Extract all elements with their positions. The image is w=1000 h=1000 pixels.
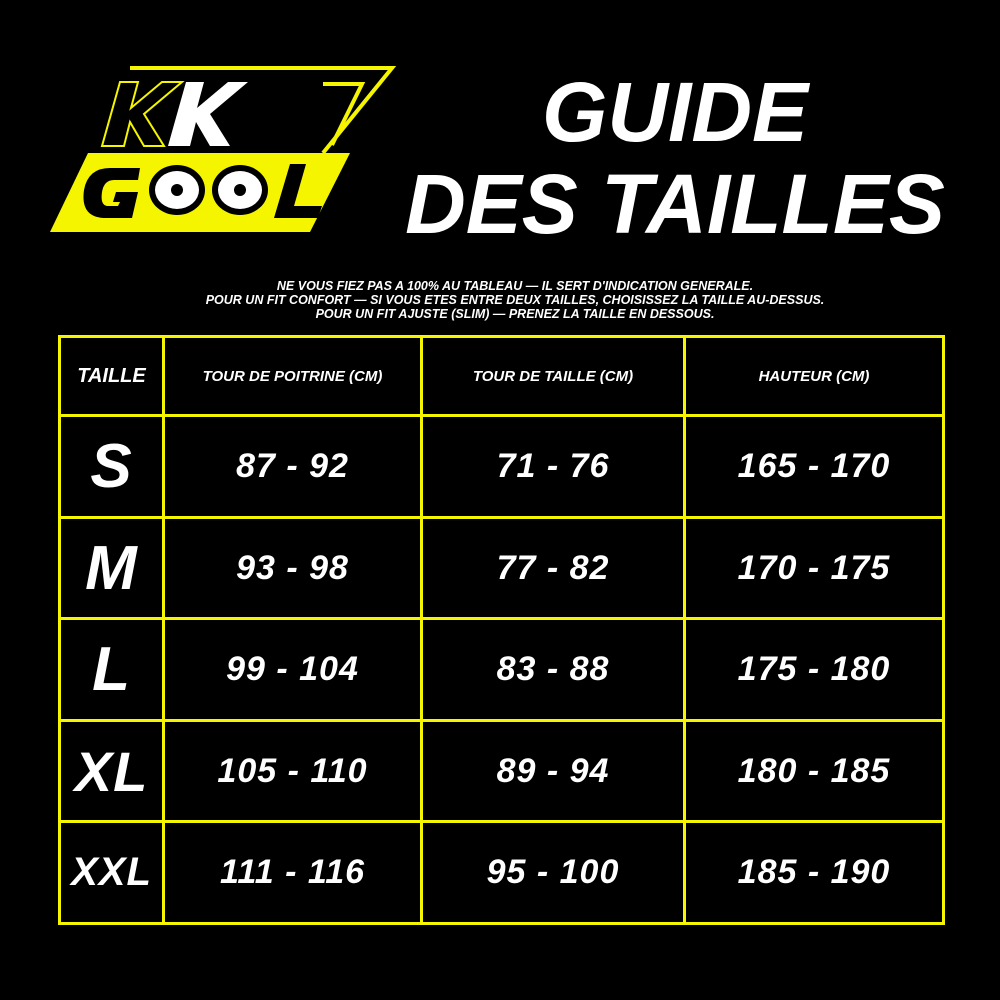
chest-cell: 111 - 116 (162, 820, 423, 925)
page-title: GUIDE DES TAILLES (380, 66, 970, 250)
height-cell: 170 - 175 (683, 515, 945, 621)
header-height: HAUTEUR (CM) (683, 334, 945, 418)
size-cell: S (58, 414, 165, 519)
kkgool-logo (50, 66, 397, 232)
table-row: XXL 111 - 116 95 - 100 185 - 190 (58, 820, 945, 925)
title-line-1: GUIDE (541, 65, 809, 159)
header-waist: TOUR DE TAILLE (CM) (420, 334, 686, 418)
note-line: POUR UN FIT AJUSTE (SLIM) — PRENEZ LA TA… (315, 307, 715, 321)
waist-cell: 71 - 76 (420, 414, 686, 519)
chest-cell: 93 - 98 (162, 515, 423, 621)
title-line-2: DES TAILLES (405, 157, 945, 251)
table-row: L 99 - 104 83 - 88 175 - 180 (58, 617, 945, 722)
table-row: XL 105 - 110 89 - 94 180 - 185 (58, 718, 945, 824)
size-cell: XL (58, 718, 165, 824)
height-cell: 180 - 185 (683, 718, 945, 824)
size-table: TAILLE TOUR DE POITRINE (CM) TOUR DE TAI… (58, 334, 945, 925)
header-size: TAILLE (58, 334, 165, 418)
height-cell: 185 - 190 (683, 820, 945, 925)
chest-cell: 105 - 110 (162, 718, 423, 824)
disclaimer: NE VOUS FIEZ PAS A 100% AU TABLEAU — IL … (100, 279, 930, 321)
note-line: POUR UN FIT CONFORT — SI VOUS ETES ENTRE… (205, 293, 825, 307)
chest-cell: 87 - 92 (162, 414, 423, 519)
size-cell: L (58, 617, 165, 722)
note-line: NE VOUS FIEZ PAS A 100% AU TABLEAU — IL … (276, 279, 754, 293)
waist-cell: 95 - 100 (420, 820, 686, 925)
size-cell: M (58, 515, 165, 621)
size-cell: XXL (58, 820, 165, 925)
height-cell: 165 - 170 (683, 414, 945, 519)
header-chest: TOUR DE POITRINE (CM) (162, 334, 423, 418)
height-cell: 175 - 180 (683, 617, 945, 722)
waist-cell: 77 - 82 (420, 515, 686, 621)
table-row: M 93 - 98 77 - 82 170 - 175 (58, 515, 945, 621)
table-row: S 87 - 92 71 - 76 165 - 170 (58, 414, 945, 519)
waist-cell: 83 - 88 (420, 617, 686, 722)
waist-cell: 89 - 94 (420, 718, 686, 824)
header-row: TAILLE TOUR DE POITRINE (CM) TOUR DE TAI… (58, 334, 945, 418)
chest-cell: 99 - 104 (162, 617, 423, 722)
